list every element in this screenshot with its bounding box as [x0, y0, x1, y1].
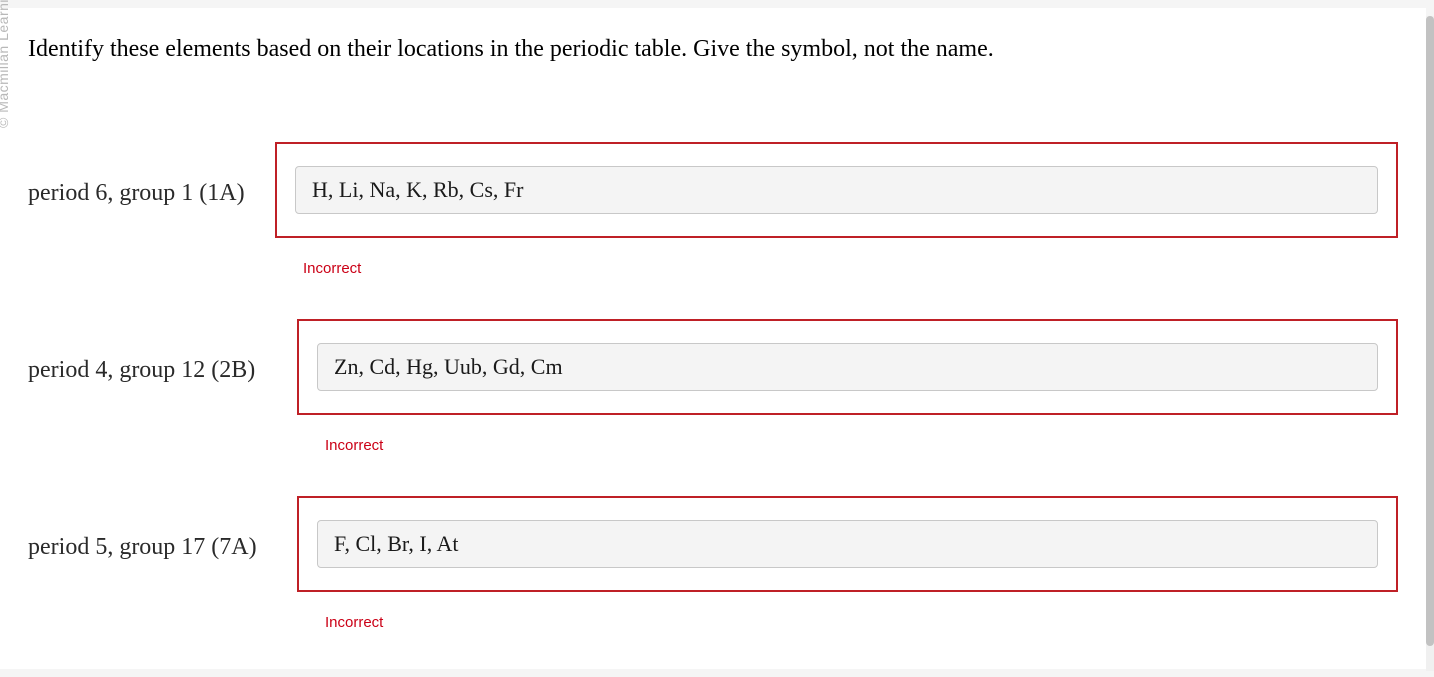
question-panel: © Macmillan Learning Identify these elem… — [0, 8, 1426, 669]
question-item-1: period 6, group 1 (1A) — [28, 142, 1398, 238]
question-label-2: period 4, group 12 (2B) — [28, 349, 297, 384]
feedback-text-3: Incorrect — [325, 600, 1398, 631]
feedback-row-2: Incorrect — [325, 423, 1398, 454]
question-prompt: Identify these elements based on their l… — [28, 33, 1398, 67]
scrollbar-thumb[interactable] — [1426, 16, 1434, 646]
answer-input-3[interactable] — [317, 520, 1378, 568]
question-item-3: period 5, group 17 (7A) — [28, 496, 1398, 592]
answer-input-1[interactable] — [295, 166, 1378, 214]
feedback-row-3: Incorrect — [325, 600, 1398, 631]
question-label-1: period 6, group 1 (1A) — [28, 172, 275, 207]
feedback-row-1: Incorrect — [303, 246, 1398, 277]
answer-box-1 — [275, 142, 1398, 238]
copyright-watermark: © Macmillan Learning — [0, 0, 11, 128]
answer-box-2 — [297, 319, 1398, 415]
feedback-text-1: Incorrect — [303, 246, 1398, 277]
answer-input-2[interactable] — [317, 343, 1378, 391]
question-label-3: period 5, group 17 (7A) — [28, 526, 297, 561]
question-item-2: period 4, group 12 (2B) — [28, 319, 1398, 415]
feedback-text-2: Incorrect — [325, 423, 1398, 454]
answer-box-3 — [297, 496, 1398, 592]
